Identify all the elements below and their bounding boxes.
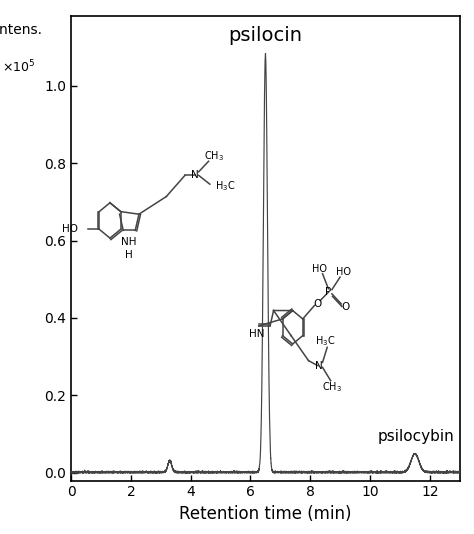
Text: H$_3$C: H$_3$C [215,179,235,193]
Text: HO: HO [62,224,78,234]
Text: NH: NH [121,237,137,247]
Text: N: N [191,170,199,180]
Text: Intens.: Intens. [0,23,43,37]
Text: P: P [325,287,331,297]
Text: CH$_3$: CH$_3$ [322,381,342,394]
Text: O: O [314,299,322,309]
Text: psilocin: psilocin [228,26,302,45]
Text: $\times10^5$: $\times10^5$ [2,59,36,75]
Text: O: O [342,302,350,312]
X-axis label: Retention time (min): Retention time (min) [179,505,352,523]
Text: H: H [125,249,133,260]
Text: H$_3$C: H$_3$C [315,334,335,348]
Text: CH$_3$: CH$_3$ [203,149,224,163]
Text: HO: HO [336,267,351,277]
Text: HO: HO [311,264,327,274]
Text: HN: HN [249,329,265,339]
Text: N: N [315,360,323,371]
Text: psilocybin: psilocybin [378,429,455,444]
